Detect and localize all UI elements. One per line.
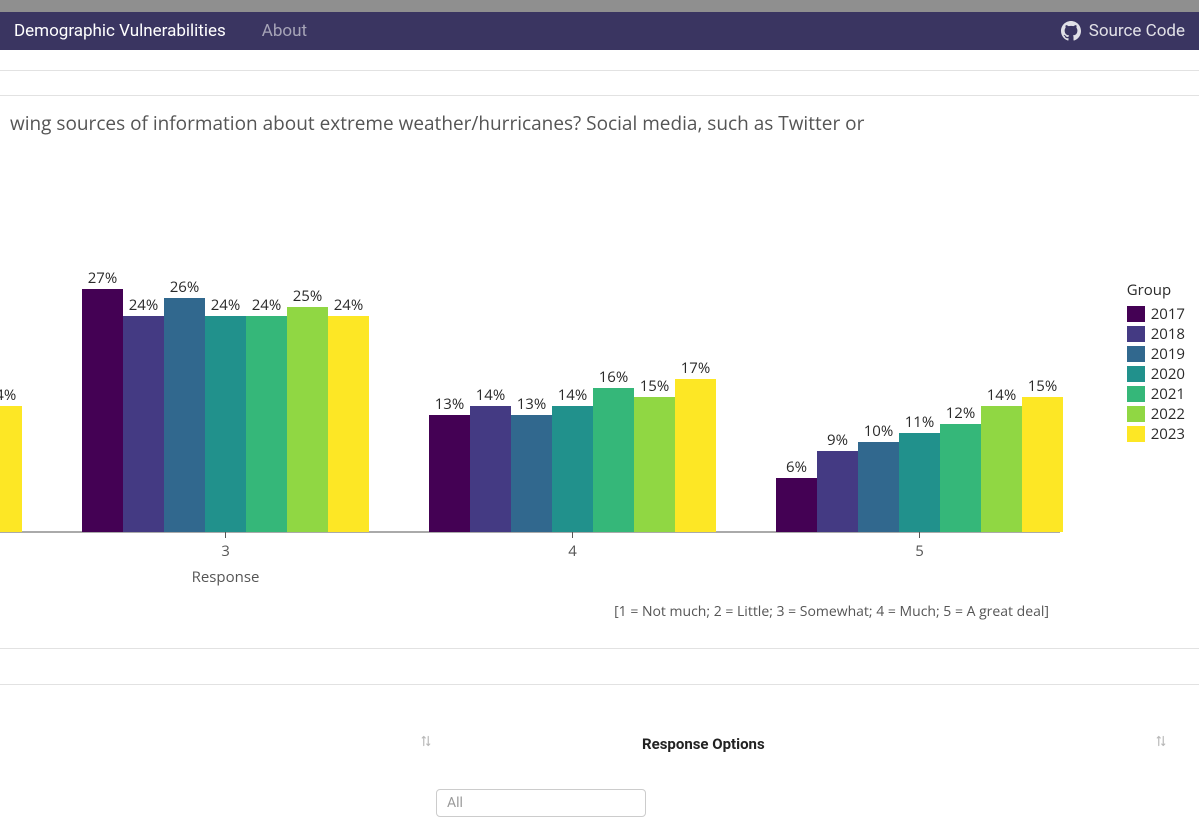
legend-item[interactable]: 2021 xyxy=(1127,384,1185,404)
bar xyxy=(287,307,328,532)
select-placeholder: All xyxy=(447,795,463,811)
legend-swatch xyxy=(1127,326,1145,342)
bar-value-label: 10% xyxy=(864,421,894,441)
bar xyxy=(776,478,817,532)
bar-value-label: 11% xyxy=(905,412,935,432)
legend-label: 2018 xyxy=(1151,324,1185,344)
select-wrap: All xyxy=(436,789,646,817)
bar-value-label: 25% xyxy=(293,286,323,306)
bar xyxy=(429,415,470,532)
chart-region: 16% 14% 27% 24% 26% 24% 24% 25% 24% 13% 14% 13% 14% 1… xyxy=(0,170,1199,640)
legend-swatch xyxy=(1127,386,1145,402)
nav-source-link[interactable]: Source Code xyxy=(1061,21,1185,41)
question-text: wing sources of information about extrem… xyxy=(0,110,1199,136)
bar xyxy=(1022,397,1063,532)
bar xyxy=(634,397,675,532)
bar xyxy=(164,298,205,532)
browser-chrome-strip xyxy=(0,0,1199,12)
legend-item[interactable]: 2018 xyxy=(1127,324,1185,344)
legend-label: 2023 xyxy=(1151,424,1185,444)
bar xyxy=(205,316,246,532)
legend-item[interactable]: 2019 xyxy=(1127,344,1185,364)
bar-value-label: 24% xyxy=(252,295,282,315)
bar-value-label: 13% xyxy=(435,394,465,414)
bar xyxy=(981,406,1022,532)
legend-swatch xyxy=(1127,406,1145,422)
legend-item[interactable]: 2020 xyxy=(1127,364,1185,384)
bar-value-label: 14% xyxy=(987,385,1017,405)
legend-label: 2020 xyxy=(1151,364,1185,384)
legend-item[interactable]: 2022 xyxy=(1127,404,1185,424)
x-axis-label: Response xyxy=(192,567,260,587)
legend-title: Group xyxy=(1127,280,1185,300)
bar-value-label: 6% xyxy=(786,457,807,477)
legend-swatch xyxy=(1127,366,1145,382)
sort-icon xyxy=(1155,735,1167,747)
bar xyxy=(123,316,164,532)
bar-value-label: 24% xyxy=(211,295,241,315)
bar-value-label: 15% xyxy=(1028,376,1058,396)
x-tick-label: 5 xyxy=(915,541,924,561)
sort-icon xyxy=(420,735,432,747)
brand-title[interactable]: Demographic Vulnerabilities xyxy=(14,21,226,41)
bar-value-label: 15% xyxy=(640,376,670,396)
top-navbar: Demographic Vulnerabilities About Source… xyxy=(0,12,1199,50)
scale-footnote: [1 = Not much; 2 = Little; 3 = Somewhat;… xyxy=(614,602,1049,621)
legend-label: 2019 xyxy=(1151,344,1185,364)
bar-value-label: 12% xyxy=(946,403,976,423)
hr-2 xyxy=(0,95,1199,96)
bar-value-label: 24% xyxy=(129,295,159,315)
bar xyxy=(82,289,123,532)
bar xyxy=(0,406,22,532)
hr-4 xyxy=(0,684,1199,685)
column-sort-right[interactable] xyxy=(1155,735,1167,747)
legend-item[interactable]: 2023 xyxy=(1127,424,1185,444)
bar-value-label: 26% xyxy=(170,277,200,297)
response-options-select[interactable]: All xyxy=(436,789,646,817)
legend-swatch xyxy=(1127,426,1145,442)
bar xyxy=(817,451,858,532)
bar-value-label: 24% xyxy=(334,295,364,315)
legend-label: 2017 xyxy=(1151,304,1185,324)
legend-label: 2021 xyxy=(1151,384,1185,404)
legend-item[interactable]: 2017 xyxy=(1127,304,1185,324)
x-tick-label: 3 xyxy=(221,541,230,561)
nav-source-label: Source Code xyxy=(1089,21,1185,41)
bar xyxy=(593,388,634,532)
grouped-bar-chart: 16% 14% 27% 24% 26% 24% 24% 25% 24% 13% 14% 13% 14% 1… xyxy=(0,170,1199,640)
nav-about-link[interactable]: About xyxy=(262,21,307,41)
bar-value-label: 9% xyxy=(827,430,848,450)
bar-value-label: 14% xyxy=(476,385,506,405)
column-sort-left[interactable] xyxy=(420,735,432,747)
hr-3 xyxy=(0,648,1199,649)
bar-value-label: 13% xyxy=(517,394,547,414)
bar xyxy=(470,406,511,532)
bar xyxy=(899,433,940,532)
bar-value-label: 14% xyxy=(558,385,588,405)
github-icon xyxy=(1061,21,1081,41)
bar xyxy=(940,424,981,532)
legend-swatch xyxy=(1127,346,1145,362)
bar xyxy=(675,379,716,532)
bar-value-label: 27% xyxy=(88,268,118,288)
legend-swatch xyxy=(1127,306,1145,322)
column-response-options[interactable]: Response Options xyxy=(642,735,765,753)
x-tick-label: 4 xyxy=(568,541,577,561)
bar xyxy=(511,415,552,532)
bar-value-label: 16% xyxy=(599,367,629,387)
bar xyxy=(552,406,593,532)
bar-value-label: 17% xyxy=(681,358,711,378)
bar-value-label: 14% xyxy=(0,385,16,405)
column-response-options-label: Response Options xyxy=(642,735,765,753)
bar xyxy=(246,316,287,532)
legend: Group 2017201820192020202120222023 xyxy=(1127,280,1185,444)
bar xyxy=(858,442,899,532)
bar xyxy=(328,316,369,532)
hr-top xyxy=(0,70,1199,71)
legend-label: 2022 xyxy=(1151,404,1185,424)
